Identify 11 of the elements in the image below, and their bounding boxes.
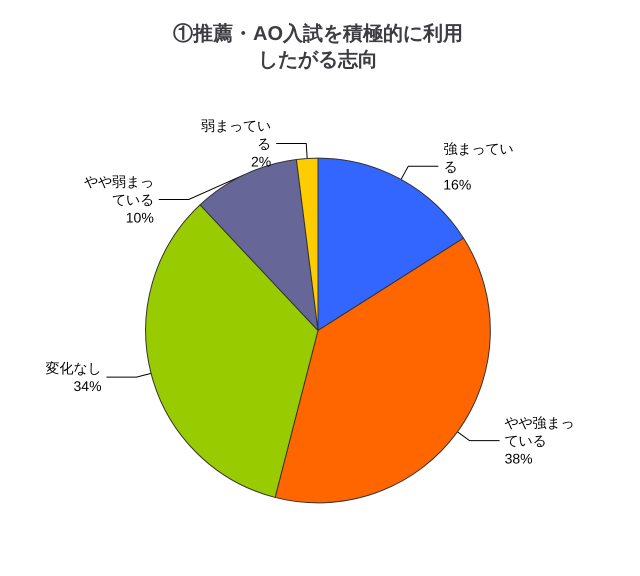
- chart-title: ①推薦・AO入試を積極的に利用したがる志向: [173, 22, 463, 71]
- data-label: 16%: [443, 176, 472, 192]
- data-label: 34%: [73, 378, 102, 394]
- data-label: 10%: [126, 209, 154, 226]
- data-label: 2%: [251, 153, 272, 170]
- slice-label: やや弱まっている: [84, 173, 154, 208]
- slice-label: 変化なし: [46, 360, 102, 376]
- slice-label: やや強まっている: [504, 414, 575, 449]
- slice-label: 弱まっている: [201, 117, 272, 152]
- data-label: 38%: [504, 450, 533, 467]
- slice-label: 強まっている: [443, 140, 514, 174]
